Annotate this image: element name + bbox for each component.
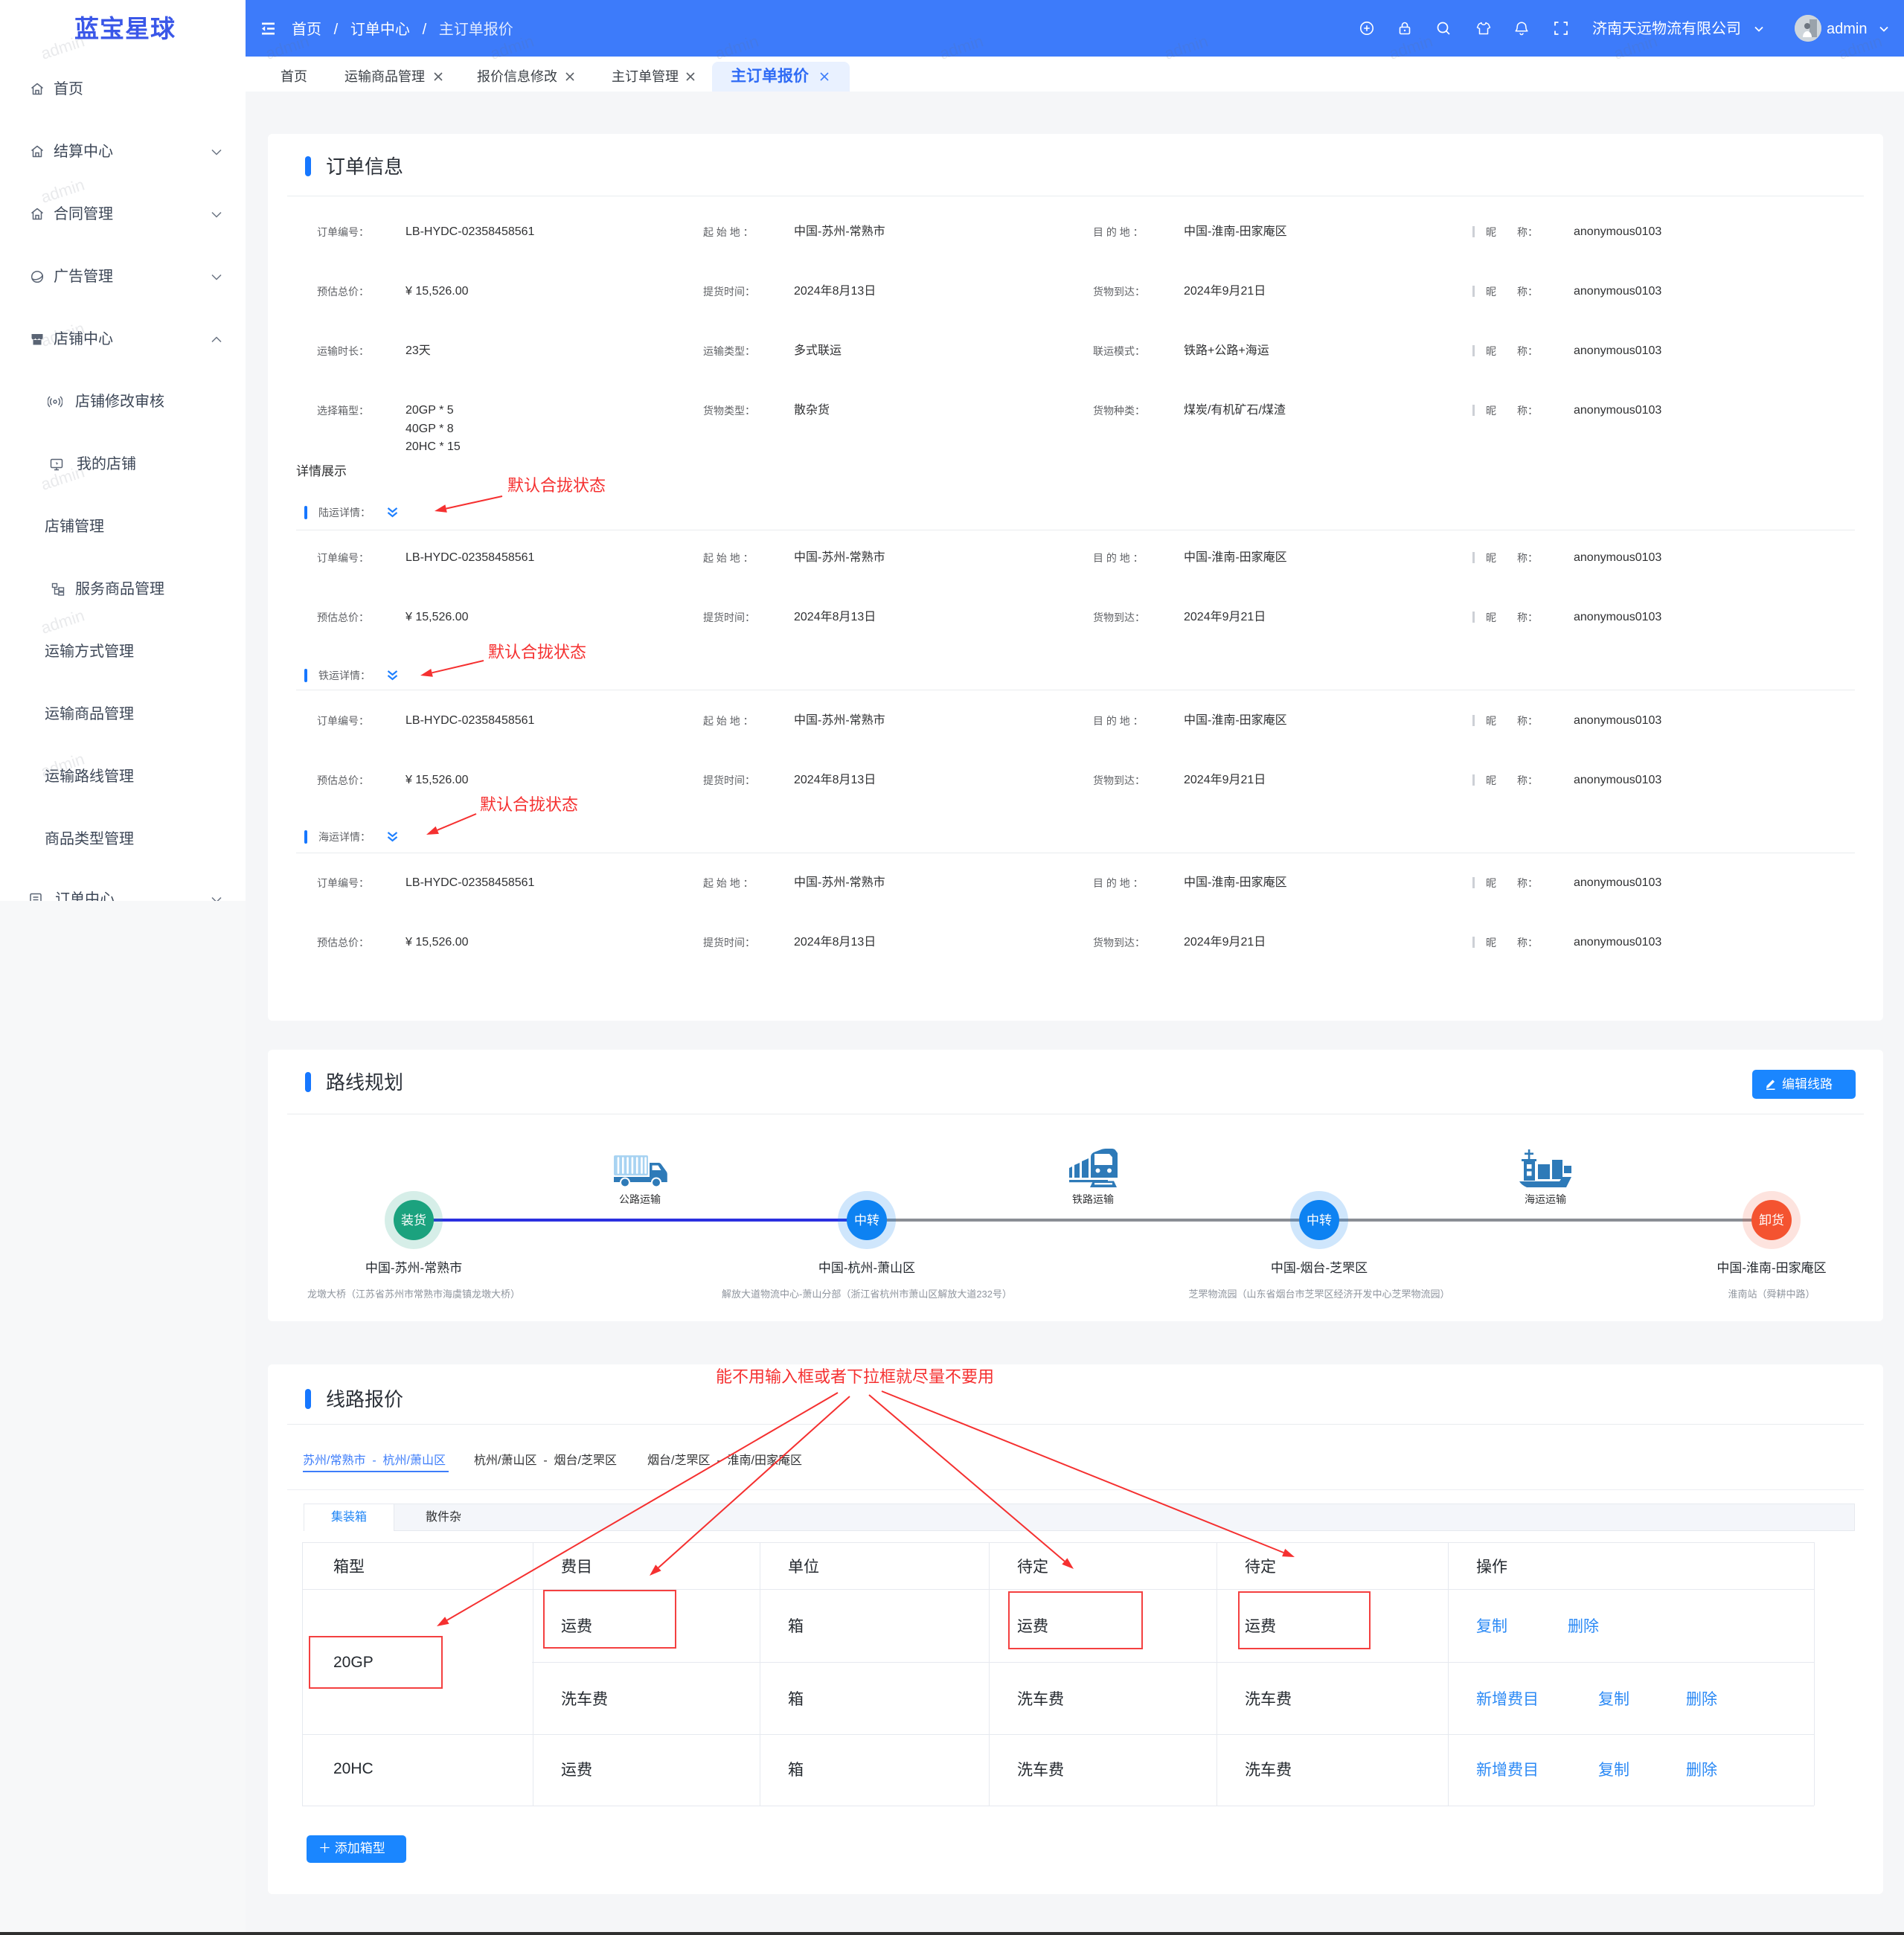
svg-text:卸货: 卸货 bbox=[1759, 1213, 1784, 1228]
svg-text:装货: 装货 bbox=[401, 1213, 426, 1228]
svg-text:中转: 中转 bbox=[854, 1213, 879, 1228]
svg-text:中转: 中转 bbox=[1307, 1213, 1332, 1228]
